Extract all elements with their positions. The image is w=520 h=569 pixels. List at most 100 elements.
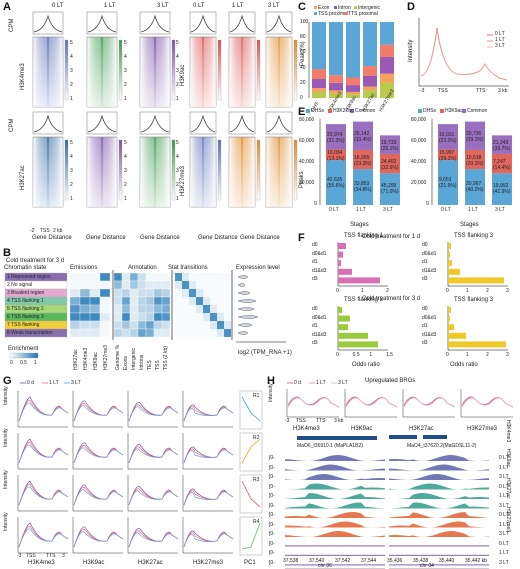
transition-cell bbox=[175, 321, 182, 329]
gene-model bbox=[423, 435, 447, 439]
colorbar-tick: 1 bbox=[176, 96, 179, 102]
odds-bar bbox=[338, 251, 343, 258]
category: d0&d1 bbox=[312, 250, 327, 257]
track bbox=[285, 483, 385, 490]
profile-line bbox=[128, 532, 179, 548]
bar-value: (33.4%) bbox=[354, 136, 372, 143]
emission-cell bbox=[99, 296, 111, 306]
bar-segment bbox=[363, 22, 377, 67]
pc-box bbox=[239, 516, 263, 556]
transition-cell bbox=[217, 273, 224, 281]
xtick: 3 kb bbox=[334, 418, 344, 424]
xtick: 3 bbox=[506, 352, 509, 358]
colorbar bbox=[171, 139, 176, 201]
track-label: 3 LT bbox=[499, 531, 509, 537]
annotation-cell bbox=[129, 296, 139, 306]
transition-cell bbox=[210, 281, 217, 289]
heatmap-fade bbox=[33, 37, 63, 107]
transition-cell bbox=[189, 305, 196, 313]
legend-item: Intron bbox=[338, 5, 351, 11]
colorbar-tick: 3 bbox=[124, 68, 127, 74]
chromatin-state-4: 4 TSS flanking 1 bbox=[7, 298, 44, 304]
profile-line bbox=[128, 528, 179, 548]
col-header-stat-transitions: Stat transitions bbox=[168, 265, 208, 271]
annotation-label: Intergenic bbox=[131, 348, 137, 370]
bar-segment bbox=[312, 79, 326, 89]
profile-line bbox=[128, 490, 179, 506]
xtick: 1.5 bbox=[386, 352, 393, 358]
transition-cell bbox=[224, 313, 231, 321]
track-scale: [0- bbox=[269, 521, 275, 528]
track bbox=[389, 464, 489, 471]
profile-line bbox=[183, 449, 234, 464]
annotation-cell bbox=[161, 320, 171, 330]
emission-cell bbox=[79, 320, 91, 330]
xtick: 0 bbox=[336, 288, 339, 294]
colorbar-tick: 3 bbox=[70, 68, 73, 74]
chr-label: chr 06 bbox=[318, 563, 332, 569]
annotation-cell bbox=[113, 280, 123, 290]
emission-cell bbox=[99, 288, 111, 298]
odds-bar bbox=[338, 315, 350, 322]
legend-item: Common bbox=[467, 108, 488, 114]
odds-bar bbox=[338, 324, 348, 331]
legend-item: TSS proximal bbox=[318, 11, 349, 17]
annotation-label: Genome % bbox=[115, 344, 121, 370]
f-subtitle: TSS flanking 3 bbox=[454, 233, 494, 239]
emission-cell bbox=[99, 280, 111, 290]
transition-cell bbox=[203, 281, 210, 289]
xtick: 37,542 bbox=[335, 558, 351, 564]
profile-line bbox=[73, 526, 124, 548]
col-title: 0 LT bbox=[52, 3, 64, 9]
track-label: 0 LT bbox=[499, 455, 509, 461]
profile-line bbox=[183, 407, 234, 422]
expression-violin bbox=[237, 275, 249, 279]
track bbox=[389, 474, 489, 480]
transition-cell bbox=[203, 305, 210, 313]
bar-value: 16,031 bbox=[439, 131, 455, 138]
transition-cell bbox=[203, 289, 210, 297]
profile-line bbox=[266, 14, 292, 33]
emission-cell bbox=[79, 312, 91, 322]
emission-cell bbox=[69, 304, 81, 314]
col-header-annotation: Annotation bbox=[128, 265, 157, 271]
xtick: 1 LT bbox=[468, 207, 478, 213]
track bbox=[389, 531, 489, 537]
x-axis-label: Stages bbox=[460, 222, 479, 228]
transition-cell bbox=[175, 289, 182, 297]
mark-label: H3K27ac bbox=[138, 560, 163, 566]
annotation-cell bbox=[113, 320, 123, 330]
track bbox=[285, 564, 385, 566]
emission-cell bbox=[89, 312, 101, 322]
mark-label: H3K4me3 bbox=[293, 426, 320, 432]
side-mark: H3K4me3 bbox=[505, 420, 511, 443]
bar-segment bbox=[438, 160, 458, 205]
annotation-cell bbox=[153, 280, 163, 290]
emission-cell bbox=[79, 272, 91, 282]
transition-cell bbox=[224, 281, 231, 289]
track-scale: [0- bbox=[269, 493, 275, 499]
bar-segment bbox=[346, 85, 360, 92]
profile-line bbox=[461, 397, 514, 408]
heatmap-fade bbox=[190, 137, 216, 207]
profile-line bbox=[461, 397, 514, 408]
expression-violin bbox=[237, 323, 253, 327]
xtick: 3 bbox=[506, 288, 509, 294]
category: d1&d3 bbox=[312, 267, 327, 274]
bar-segment bbox=[438, 149, 458, 161]
colorbar bbox=[256, 39, 261, 101]
track bbox=[389, 564, 489, 566]
x-axis-label: Gene Distance bbox=[140, 235, 180, 241]
colorbar-tick: 1 bbox=[70, 196, 73, 202]
panel-g-svg bbox=[17, 382, 263, 556]
bar-value: 10,034 bbox=[327, 149, 343, 156]
category: d1&d3 bbox=[312, 331, 327, 338]
mark-label: H3K27me3 bbox=[467, 426, 498, 432]
xtick: TTS bbox=[46, 553, 56, 559]
annotation-cell bbox=[129, 304, 139, 314]
ytick: 0 bbox=[314, 201, 317, 207]
col-header-emissions: Emissions bbox=[70, 265, 98, 271]
gene-label-right: MaO4_t37620.2(MaGDSL11-2) bbox=[407, 443, 477, 449]
ytick: 60,000 bbox=[299, 138, 315, 144]
transition-cell bbox=[210, 329, 217, 337]
